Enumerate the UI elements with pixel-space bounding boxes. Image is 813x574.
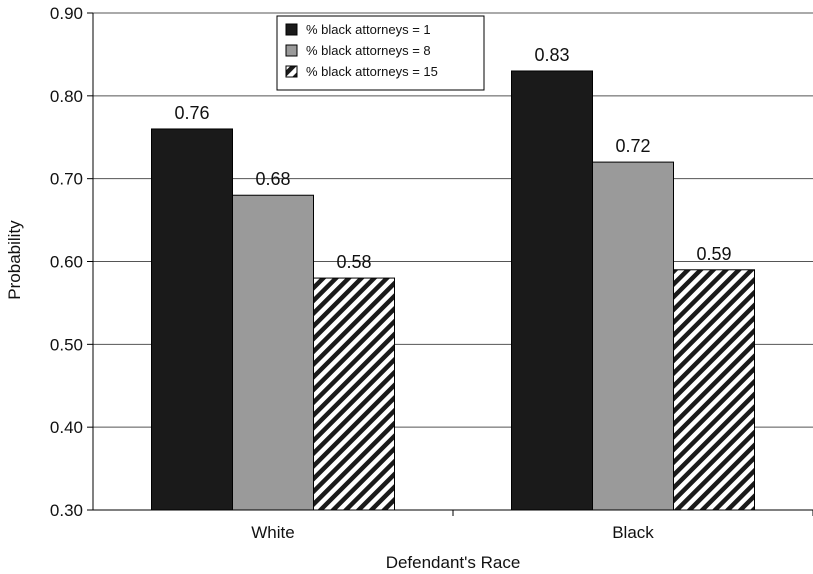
legend-label: % black attorneys = 8 (306, 43, 431, 58)
bar (151, 128, 233, 511)
bar-value-label: 0.72 (615, 136, 650, 156)
y-tick-label: 0.60 (50, 253, 83, 272)
bar-value-label: 0.59 (696, 244, 731, 264)
legend-label: % black attorneys = 15 (306, 64, 438, 79)
bar (673, 269, 755, 511)
bar-value-label: 0.68 (255, 169, 290, 189)
y-tick-label: 0.90 (50, 4, 83, 23)
x-axis-title: Defendant's Race (386, 553, 521, 572)
bars (151, 70, 755, 511)
legend-swatch (285, 65, 298, 78)
legend-label: % black attorneys = 1 (306, 22, 431, 37)
y-tick-label: 0.70 (50, 170, 83, 189)
bar (232, 194, 314, 511)
axes: 0.30 0.40 0.50 0.60 0.70 0.80 0.90 White Black (50, 4, 813, 542)
bar-value-label: 0.76 (174, 103, 209, 123)
bar-value-label: 0.58 (336, 252, 371, 272)
x-category-label: Black (612, 523, 654, 542)
legend-swatch (285, 23, 298, 36)
bar (511, 70, 593, 511)
data-labels: 0.76 0.68 0.58 0.83 0.72 0.59 (174, 45, 731, 272)
x-category-label: White (251, 523, 294, 542)
y-axis-title: Probability (5, 220, 24, 300)
y-tick-label: 0.50 (50, 335, 83, 354)
legend-swatch (285, 44, 298, 57)
y-tick-label: 0.80 (50, 87, 83, 106)
y-tick-label: 0.40 (50, 418, 83, 437)
legend-box (276, 15, 485, 91)
bar-value-label: 0.83 (534, 45, 569, 65)
y-tick-label: 0.30 (50, 501, 83, 520)
bar (313, 277, 395, 511)
legend: % black attorneys = 1 % black attorneys =… (276, 15, 485, 91)
bar (592, 161, 674, 511)
